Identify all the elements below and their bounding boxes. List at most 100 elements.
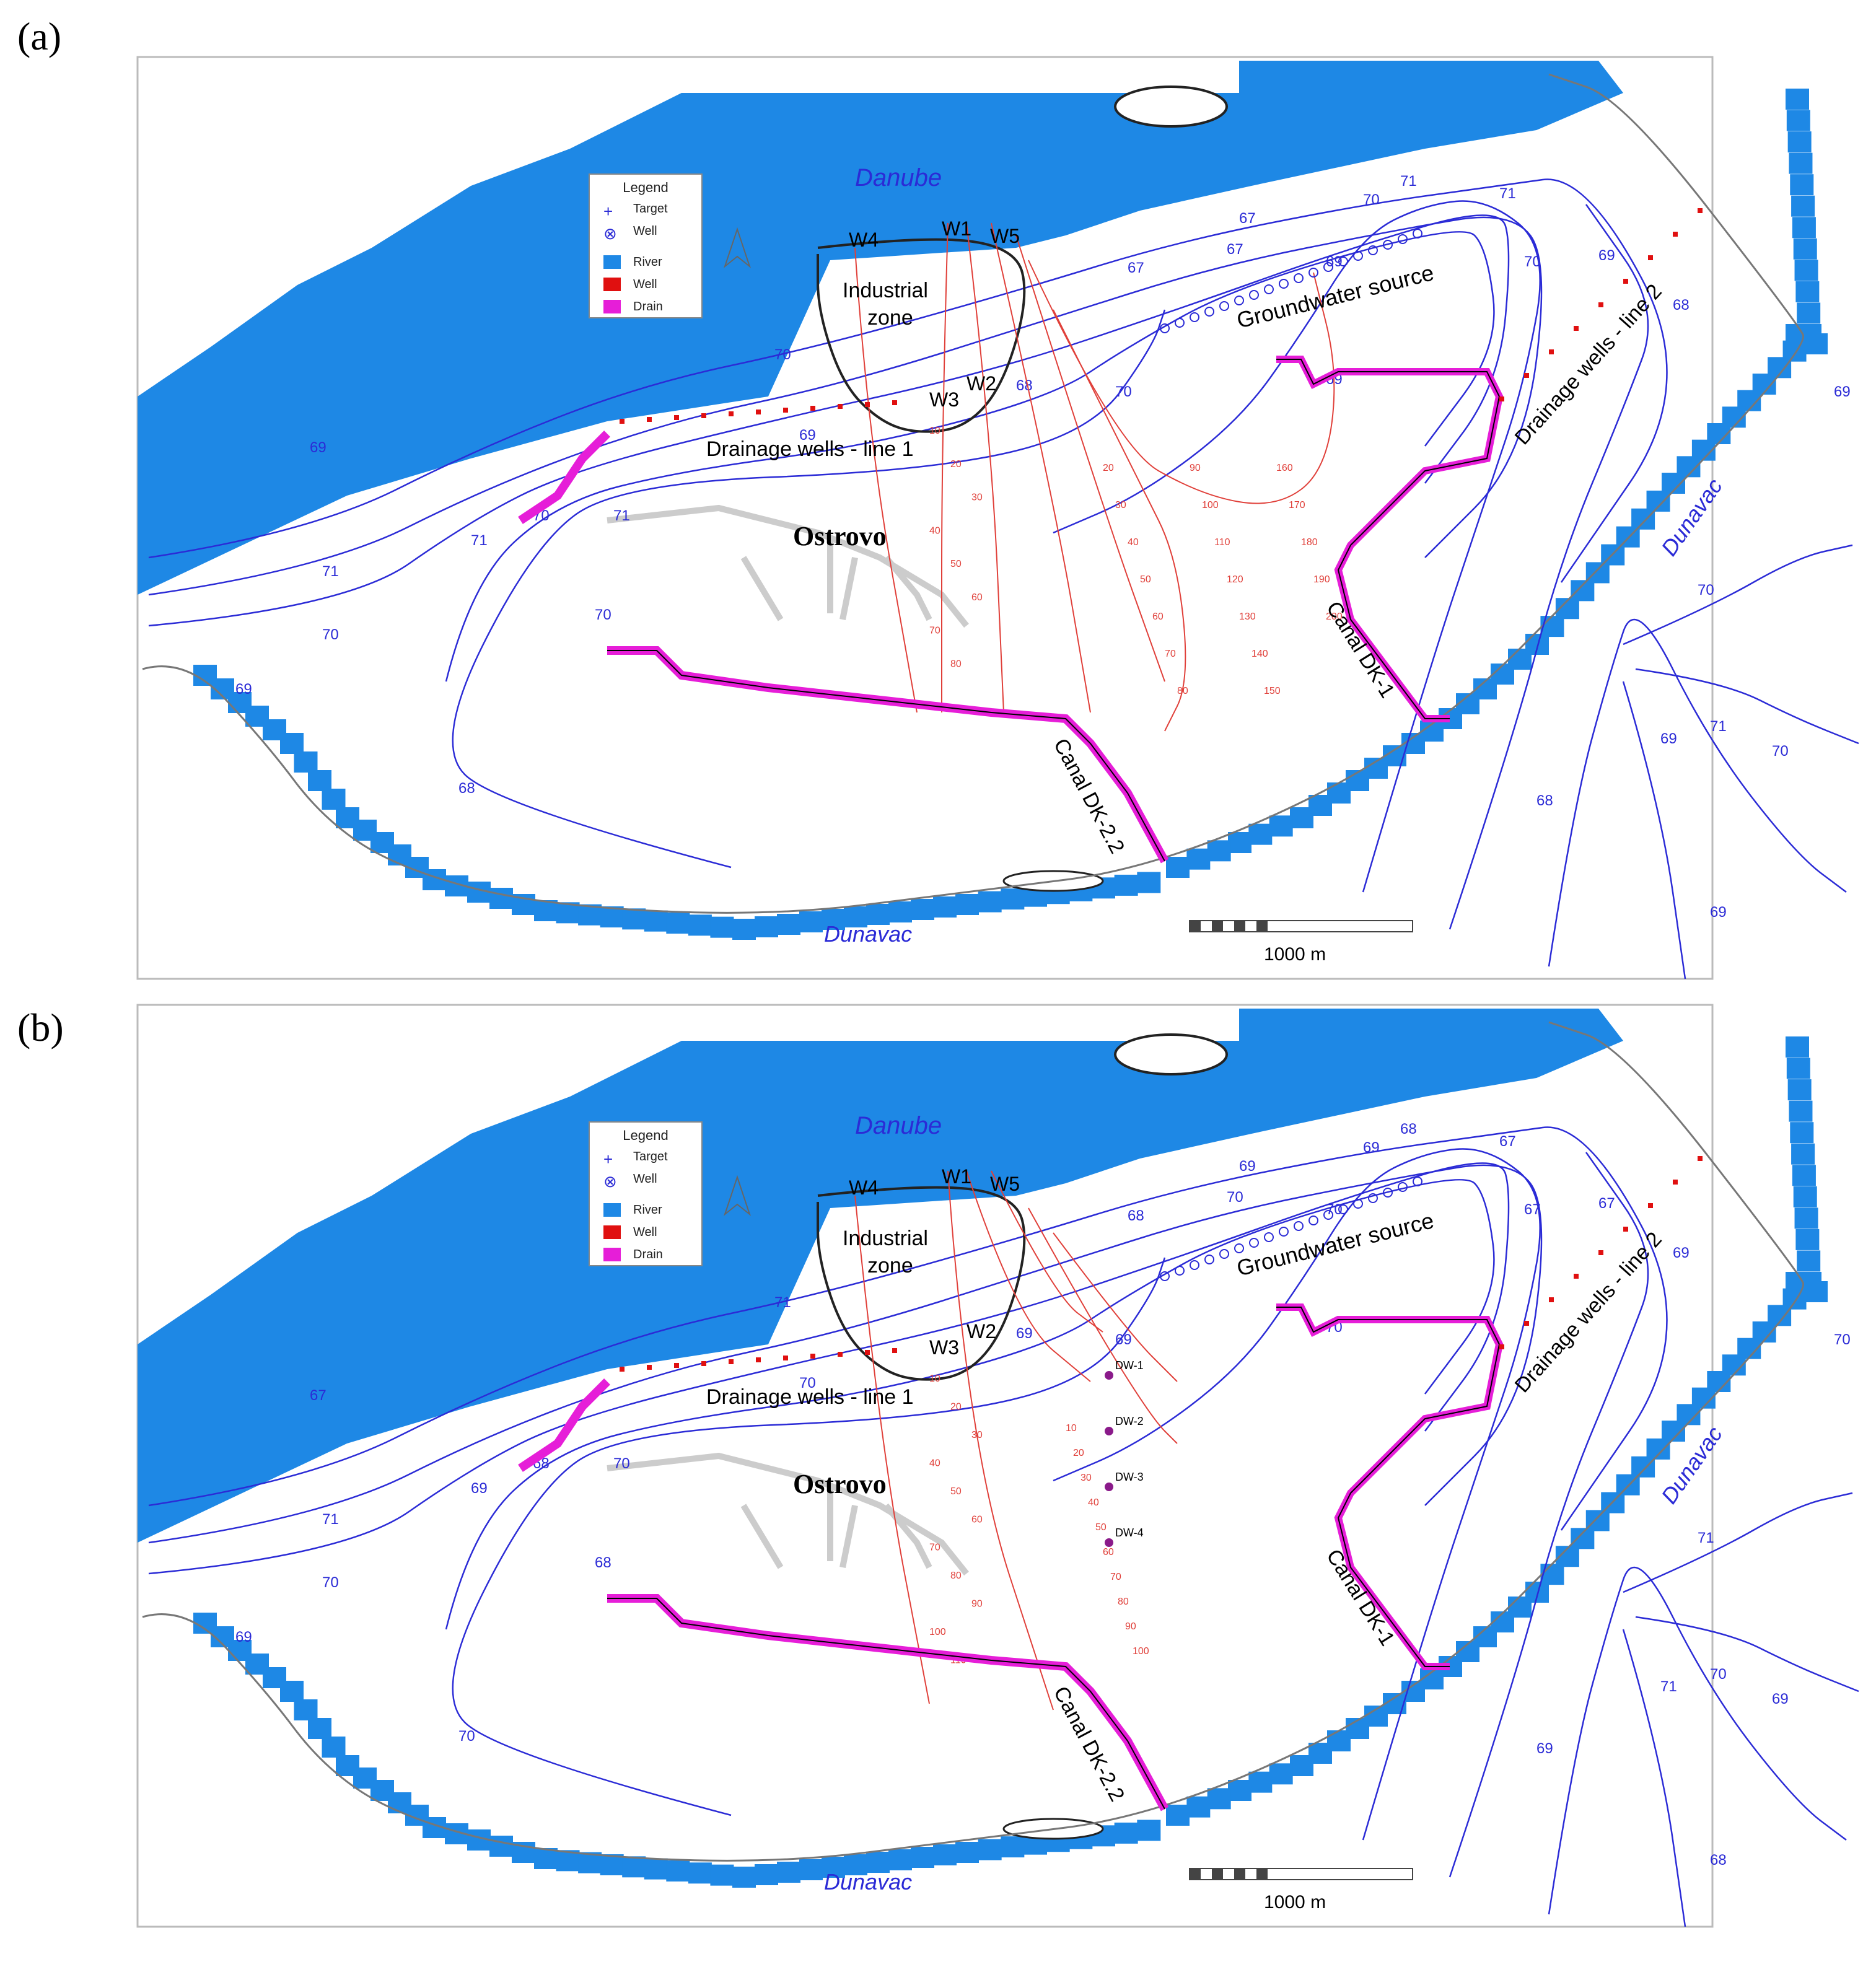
north-arrow — [723, 227, 752, 268]
drainage-well-line1 — [865, 402, 870, 407]
contour-label: 67 — [1128, 260, 1144, 276]
legend-title: Legend — [623, 1128, 668, 1143]
pathline-time-label: 70 — [929, 626, 940, 636]
legend-item: Well — [633, 278, 657, 291]
drainage-well-line1 — [620, 419, 625, 424]
contour-label: 67 — [310, 1387, 327, 1404]
well-label-w1: W1 — [942, 217, 971, 240]
groundwater-source-well — [1368, 1193, 1378, 1203]
legend: Legend + Target ⊗ Well River Well Drain — [589, 1121, 703, 1266]
dunavac-channel-right — [1631, 508, 1655, 530]
contour-label: 69 — [1598, 247, 1615, 264]
pathline-time-label: 30 — [971, 1430, 983, 1440]
contour-label: 69 — [235, 1629, 252, 1645]
danube-river — [138, 61, 1623, 595]
dunavac-channel-bottom — [799, 1859, 823, 1880]
dunavac-channel-right — [1790, 1122, 1814, 1144]
pathline-time-label: 70 — [1165, 649, 1176, 659]
dunavac-channel-right — [1789, 152, 1813, 174]
contour-line — [445, 231, 1495, 682]
dunavac-channel-right — [1791, 195, 1815, 217]
pathline-time-label: 50 — [950, 1486, 962, 1497]
pathline-time-label: 80 — [1118, 1597, 1129, 1607]
dunavac-channel-bottom — [911, 1847, 934, 1868]
pathline-time-label: 20 — [1073, 1448, 1084, 1458]
dunavac-channel-right — [1207, 840, 1231, 862]
contour-line — [445, 1179, 1495, 1630]
legend-item: Target — [633, 1150, 668, 1163]
pathline — [941, 222, 949, 712]
contour-label: 70 — [774, 346, 791, 363]
groundwater-source-well — [1294, 1221, 1304, 1231]
dunavac-channel-bottom — [1114, 874, 1138, 896]
contour-line — [1635, 668, 1859, 745]
groundwater-source-well — [1353, 251, 1363, 261]
dunavac-channel-right — [1786, 1058, 1810, 1079]
dunavac-channel-bottom — [822, 909, 845, 930]
drainage-well-line2 — [1623, 1227, 1628, 1232]
legend-item: Drain — [633, 1248, 663, 1261]
drainage-well-line2 — [1574, 326, 1579, 331]
danube-label: Danube — [855, 164, 942, 191]
contour-label: 71 — [774, 1294, 791, 1311]
dunavac-channel-right — [1290, 1755, 1313, 1776]
groundwater-source-well — [1160, 323, 1170, 333]
dunavac-channel-bottom — [1001, 888, 1025, 910]
pathline-time-label: 80 — [1177, 686, 1188, 696]
dunavac-channel-bottom — [710, 916, 734, 938]
dunavac-channel-right — [1794, 1207, 1818, 1229]
dunavac-channel-right — [1571, 1528, 1595, 1549]
scale-bar-segment — [1190, 1868, 1201, 1880]
dunavac-channel-right — [1795, 281, 1820, 302]
dunavac-channel-bottom — [933, 1844, 957, 1865]
pathline-time-label: 140 — [1251, 649, 1268, 659]
dunavac-channel-right — [1585, 562, 1610, 584]
dunavac-channel-bottom — [822, 1857, 845, 1878]
canal-dk22-label: Canal DK-2.2 — [1049, 735, 1129, 857]
dunavac-channel-bottom — [732, 919, 756, 940]
drainage-well-line1 — [892, 1348, 897, 1353]
drainage-well-line1 — [647, 1365, 652, 1370]
drainage-well-line2 — [1524, 1321, 1529, 1326]
pathline-time-label: 200 — [1326, 611, 1343, 622]
dunavac-channel-bottom — [489, 1836, 513, 1857]
groundwater-source-well — [1308, 1216, 1318, 1225]
dunavac-channel-bottom — [911, 899, 934, 920]
groundwater-source-well — [1294, 273, 1304, 283]
contour-label: 70 — [1363, 191, 1380, 208]
dunavac-channel-right — [1787, 131, 1812, 153]
well-label-w4: W4 — [849, 229, 879, 251]
contour-label: 70 — [799, 1375, 816, 1391]
contour-line — [1053, 1148, 1541, 1841]
drainage-well-line1 — [620, 1367, 625, 1372]
dunavac-channel-bottom — [308, 770, 331, 791]
drain-northwest — [518, 1378, 610, 1472]
drainage-well-line2 — [1549, 1297, 1554, 1302]
drainage-well-line1 — [865, 1350, 870, 1355]
contour-label: 70 — [1834, 1331, 1851, 1348]
contour-label: 70 — [322, 1574, 339, 1591]
legend-item: Well — [633, 1172, 657, 1186]
drainage-well-line2 — [1574, 1274, 1579, 1279]
drainage-well-line2 — [1673, 1180, 1678, 1185]
dw-well-label: DW-1 — [1115, 1359, 1144, 1372]
contour-line — [452, 1257, 1166, 1816]
dunavac-channel-bottom — [600, 906, 624, 927]
groundwater-source-well — [1323, 262, 1333, 272]
dunavac-channel-right — [1786, 110, 1810, 131]
pathline-time-label: 100 — [1202, 500, 1219, 510]
dunavac-channel-bottom — [955, 1842, 979, 1863]
legend-item: Well — [633, 224, 657, 238]
dunavac-channel-bottom — [644, 910, 668, 932]
contour-line — [1622, 681, 1686, 979]
well-label-w1: W1 — [942, 1165, 971, 1188]
pathline-time-label: 100 — [1133, 1646, 1149, 1657]
groundwater-source-well — [1175, 318, 1185, 328]
contour-label: 71 — [322, 563, 339, 580]
map-panel-a: 71 70 71 70 69 68 69 70 71 70 69 68 67 67 67 69 70 71 71 70… — [136, 56, 1859, 980]
well-label-w3: W3 — [929, 388, 959, 411]
drainage-line1-label: Drainage wells - line 1 — [706, 1385, 914, 1409]
dunavac-channel-bottom — [534, 1848, 558, 1869]
contour-label: 69 — [1326, 253, 1343, 270]
dunavac-channel-right — [1228, 1780, 1251, 1801]
